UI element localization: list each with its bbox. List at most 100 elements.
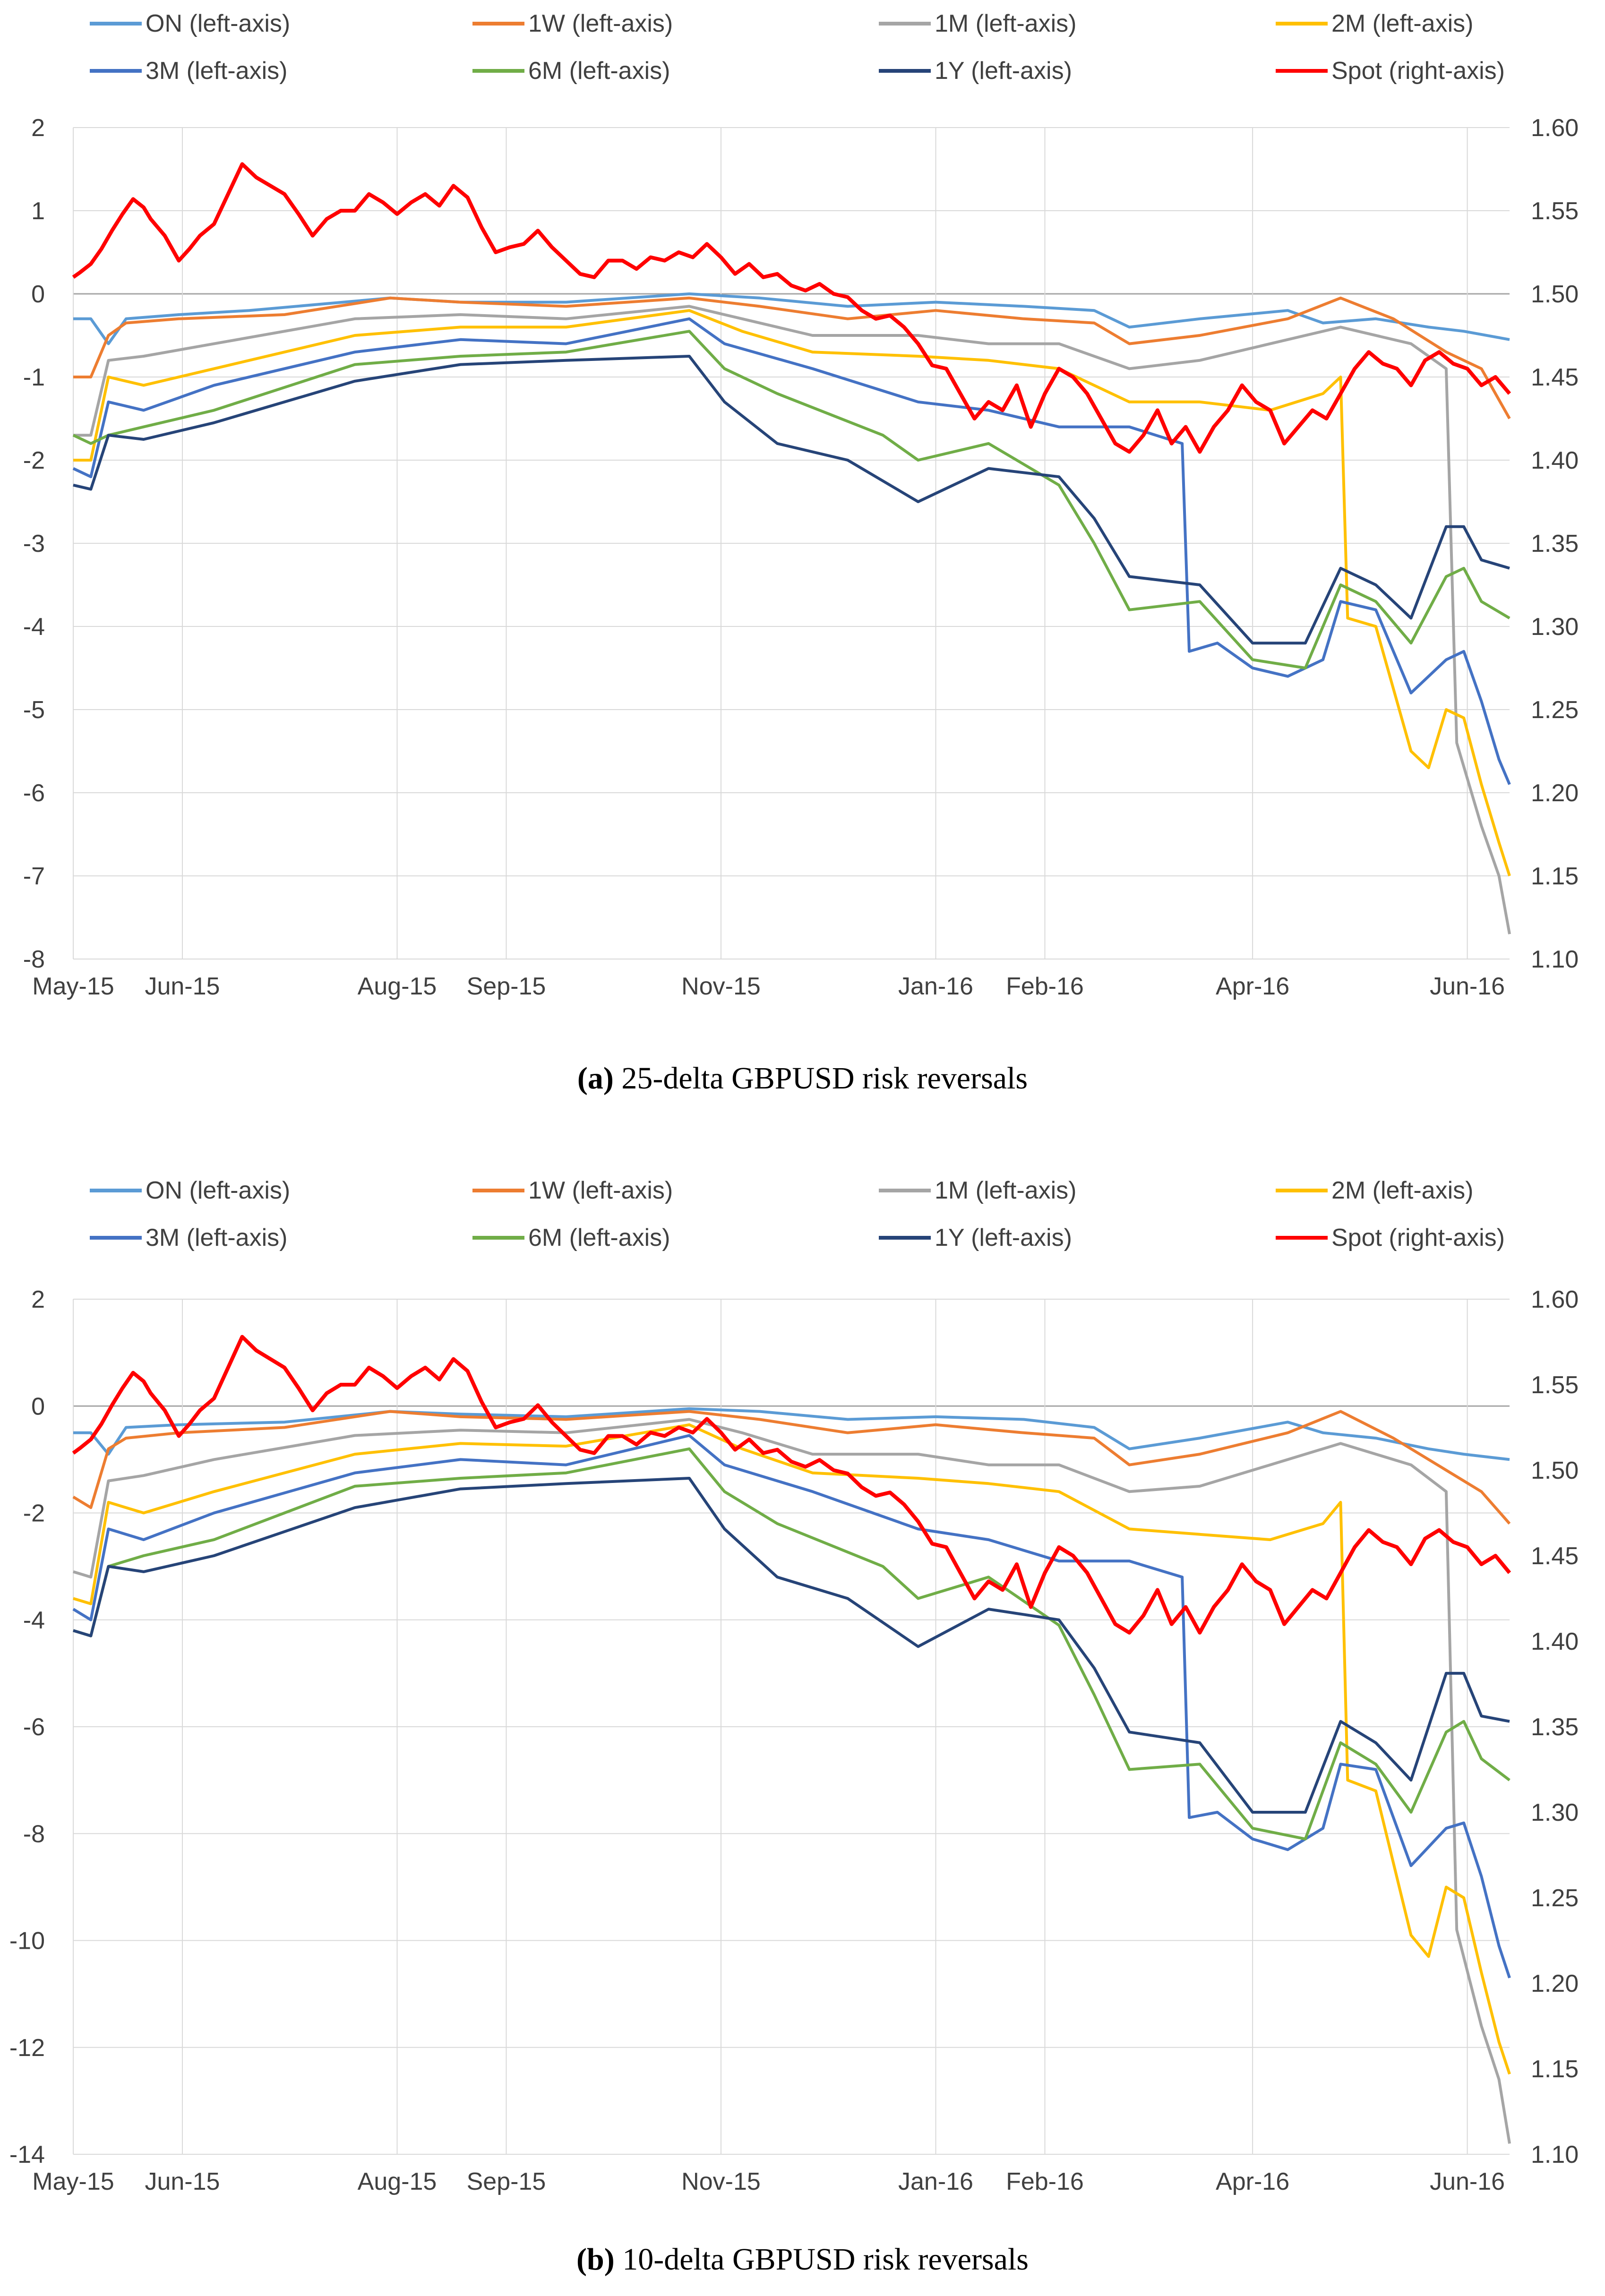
x-tick-label: May-15: [32, 2168, 114, 2195]
legend-swatch: [472, 69, 524, 73]
left-tick-label: -2: [23, 447, 45, 474]
legend-swatch: [879, 1236, 931, 1240]
series-line-6m: [73, 1447, 1511, 1841]
legend-label: ON (left-axis): [146, 10, 291, 37]
legend-item-6m: 6M (left-axis): [472, 52, 670, 90]
caption-label: (b): [576, 2242, 615, 2277]
series-line-1y: [73, 355, 1510, 645]
legend-label: 1W (left-axis): [528, 1177, 673, 1204]
legend-label: 3M (left-axis): [146, 1224, 288, 1251]
right-tick-label: 1.50: [1531, 281, 1579, 308]
legend-label: 1Y (left-axis): [935, 1224, 1072, 1251]
legend-swatch: [90, 1236, 142, 1240]
left-tick-label: 0: [31, 1393, 45, 1420]
right-tick-label: 1.10: [1531, 2141, 1579, 2168]
legend-swatch: [1276, 69, 1328, 73]
panel-a: ON (left-axis) 1W (left-axis) 1M (left-a…: [0, 0, 1605, 1143]
legend-item-2m: 2M (left-axis): [1276, 1172, 1473, 1209]
x-tick-label: Jun-15: [145, 2168, 220, 2195]
left-tick-label: -8: [23, 1820, 45, 1848]
x-tick-label: Aug-15: [358, 2168, 437, 2195]
series-line-1m: [73, 1418, 1511, 2144]
legend-swatch: [472, 1189, 524, 1192]
legend-label: 1W (left-axis): [528, 10, 673, 37]
legend-label: 2M (left-axis): [1331, 1177, 1474, 1204]
left-tick-label: 0: [31, 281, 45, 308]
x-tick-label: Jun-16: [1430, 973, 1505, 1000]
right-tick-label: 1.55: [1531, 1371, 1579, 1399]
caption-label: (a): [577, 1061, 614, 1096]
left-tick-label: -12: [9, 2034, 45, 2062]
legend-item-1m: 1M (left-axis): [879, 5, 1076, 43]
legend-label: ON (left-axis): [146, 1177, 291, 1204]
right-tick-label: 1.35: [1531, 530, 1579, 557]
x-tick-label: Feb-16: [1006, 973, 1084, 1000]
x-tick-label: May-15: [32, 973, 114, 1000]
right-tick-label: 1.20: [1531, 780, 1579, 807]
right-tick-label: 1.25: [1531, 1885, 1579, 1912]
right-tick-label: 1.35: [1531, 1713, 1579, 1741]
legend-swatch: [1276, 1236, 1328, 1240]
legend-item-3m: 3M (left-axis): [90, 1219, 287, 1257]
x-tick-label: Aug-15: [358, 973, 437, 1000]
legend-swatch: [90, 22, 142, 26]
x-tick-label: Apr-16: [1216, 2168, 1289, 2195]
chart-b: 2 0 -2 -4 -6 -8 -10 -12 -14 1.60 1.55 1.50 1.45 1.40 1…: [9, 1286, 1579, 2195]
legend-swatch: [879, 69, 931, 73]
panel-b: ON (left-axis) 1W (left-axis) 1M (left-a…: [0, 1143, 1605, 2289]
legend-item-2m: 2M (left-axis): [1276, 5, 1473, 43]
legend-item-1w: 1W (left-axis): [472, 1172, 673, 1209]
legend-item-spot: Spot (right-axis): [1276, 52, 1505, 90]
x-tick-label: Sep-15: [467, 973, 546, 1000]
series-line-1y: [73, 1477, 1510, 1814]
series-line-1w: [72, 1410, 1511, 1525]
right-tick-label: 1.20: [1531, 1970, 1579, 1997]
series-line-2m: [73, 1423, 1511, 2075]
right-tick-label: 1.60: [1531, 114, 1579, 142]
legend-swatch: [879, 22, 931, 26]
left-tick-label: 1: [31, 197, 45, 225]
right-tick-label: 1.50: [1531, 1457, 1579, 1484]
legend-item-spot: Spot (right-axis): [1276, 1219, 1505, 1257]
left-tick-label: -3: [23, 530, 45, 557]
right-tick-label: 1.25: [1531, 696, 1579, 724]
right-tick-label: 1.45: [1531, 1542, 1579, 1570]
legend-swatch: [472, 1236, 524, 1240]
legend-item-6m: 6M (left-axis): [472, 1219, 670, 1257]
left-tick-label: -6: [23, 780, 45, 807]
left-tick-label: 2: [31, 1286, 45, 1313]
legend: ON (left-axis) 1W (left-axis) 1M (left-a…: [0, 0, 1605, 113]
x-tick-label: Nov-15: [681, 2168, 761, 2195]
right-tick-label: 1.15: [1531, 863, 1579, 890]
legend-item-1y: 1Y (left-axis): [879, 1219, 1072, 1257]
x-tick-label: Feb-16: [1006, 2168, 1084, 2195]
legend-item-1m: 1M (left-axis): [879, 1172, 1076, 1209]
caption-a: (a) 25-delta GBPUSD risk reversals: [0, 1061, 1605, 1097]
series-line-2m: [73, 309, 1511, 876]
left-tick-label: -4: [23, 613, 45, 641]
left-tick-label: 2: [31, 114, 45, 142]
left-tick-label: -10: [9, 1928, 45, 1955]
right-tick-label: 1.30: [1531, 1799, 1579, 1826]
left-tick-label: -8: [23, 946, 45, 973]
legend-swatch: [90, 69, 142, 73]
left-tick-label: -1: [23, 364, 45, 391]
caption-text: 10-delta GBPUSD risk reversals: [622, 2242, 1029, 2277]
right-tick-label: 1.45: [1531, 364, 1579, 391]
legend-label: 1Y (left-axis): [935, 57, 1072, 85]
legend-label: 2M (left-axis): [1331, 10, 1474, 37]
legend-label: Spot (right-axis): [1331, 1224, 1505, 1251]
series-line-1m: [73, 305, 1511, 934]
x-tick-label: Jun-15: [145, 973, 220, 1000]
x-tick-label: Jan-16: [898, 973, 973, 1000]
legend-label: 1M (left-axis): [935, 1177, 1077, 1204]
x-tick-label: Apr-16: [1216, 973, 1289, 1000]
legend-swatch: [879, 1189, 931, 1192]
legend-item-on: ON (left-axis): [90, 1172, 290, 1209]
left-tick-label: -4: [23, 1607, 45, 1634]
right-tick-label: 1.40: [1531, 447, 1579, 474]
legend-item-3m: 3M (left-axis): [90, 52, 287, 90]
legend-label: 6M (left-axis): [528, 57, 670, 85]
legend-item-on: ON (left-axis): [90, 5, 290, 43]
series-line-1w: [73, 296, 1511, 420]
